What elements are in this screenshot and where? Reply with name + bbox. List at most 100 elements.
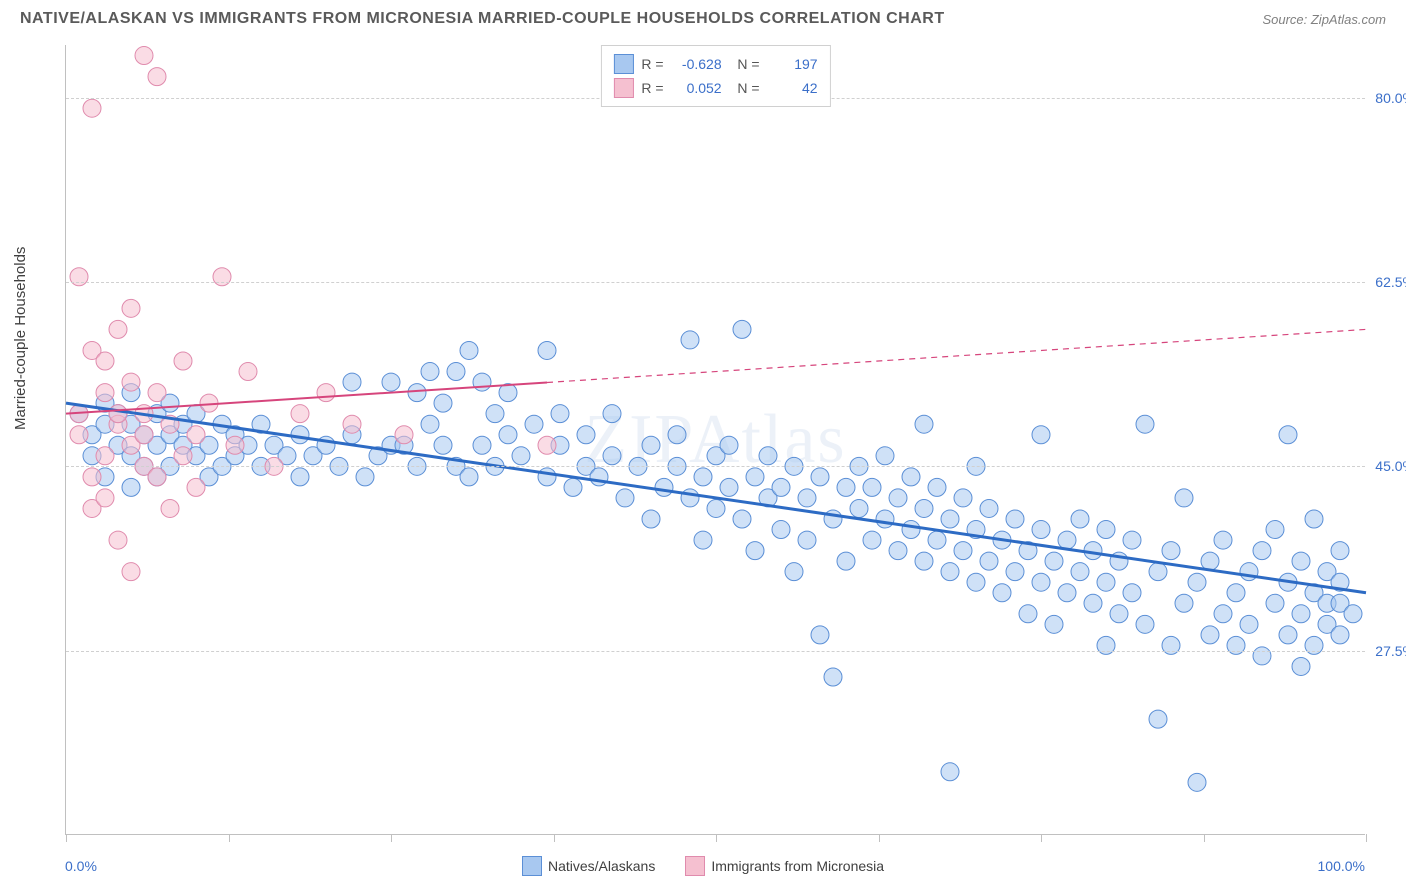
data-point: [460, 468, 478, 486]
grid-line: [66, 282, 1365, 283]
data-point: [70, 268, 88, 286]
data-point: [772, 478, 790, 496]
data-point: [473, 373, 491, 391]
y-tick-label: 80.0%: [1375, 90, 1406, 106]
data-point: [395, 426, 413, 444]
data-point: [1266, 521, 1284, 539]
scatter-svg: [66, 45, 1365, 834]
data-point: [668, 426, 686, 444]
data-point: [1214, 605, 1232, 623]
n-value-series2: 42: [768, 80, 818, 96]
data-point: [876, 447, 894, 465]
x-tick: [66, 834, 67, 842]
x-tick: [716, 834, 717, 842]
data-point: [1331, 542, 1349, 560]
data-point: [915, 499, 933, 517]
legend-row-series1: R = -0.628 N = 197: [613, 52, 817, 76]
data-point: [421, 415, 439, 433]
data-point: [122, 373, 140, 391]
data-point: [317, 384, 335, 402]
data-point: [733, 510, 751, 528]
data-point: [1279, 626, 1297, 644]
x-tick: [1041, 834, 1042, 842]
data-point: [421, 363, 439, 381]
data-point: [239, 363, 257, 381]
data-point: [1279, 426, 1297, 444]
data-point: [798, 531, 816, 549]
data-point: [577, 426, 595, 444]
data-point: [148, 384, 166, 402]
data-point: [538, 341, 556, 359]
data-point: [1097, 636, 1115, 654]
data-point: [109, 405, 127, 423]
data-point: [642, 510, 660, 528]
data-point: [1162, 636, 1180, 654]
legend-row-series2: R = 0.052 N = 42: [613, 76, 817, 100]
data-point: [1188, 773, 1206, 791]
data-point: [1201, 552, 1219, 570]
data-point: [564, 478, 582, 496]
data-point: [1149, 563, 1167, 581]
correlation-legend: R = -0.628 N = 197 R = 0.052 N = 42: [600, 45, 830, 107]
data-point: [447, 363, 465, 381]
data-point: [434, 436, 452, 454]
source-label: Source: ZipAtlas.com: [1262, 12, 1386, 27]
data-point: [538, 436, 556, 454]
data-point: [96, 384, 114, 402]
data-point: [902, 521, 920, 539]
r-value-series2: 0.052: [672, 80, 722, 96]
data-point: [174, 352, 192, 370]
legend-item-series1: Natives/Alaskans: [522, 856, 655, 876]
data-point: [928, 531, 946, 549]
x-tick: [554, 834, 555, 842]
data-point: [291, 405, 309, 423]
data-point: [1344, 605, 1362, 623]
data-point: [694, 531, 712, 549]
data-point: [759, 447, 777, 465]
data-point: [83, 99, 101, 117]
data-point: [863, 531, 881, 549]
data-point: [1084, 594, 1102, 612]
data-point: [850, 499, 868, 517]
data-point: [1006, 510, 1024, 528]
data-point: [1071, 563, 1089, 581]
x-tick: [879, 834, 880, 842]
data-point: [941, 510, 959, 528]
data-point: [434, 394, 452, 412]
data-point: [707, 499, 725, 517]
data-point: [746, 468, 764, 486]
chart-title: NATIVE/ALASKAN VS IMMIGRANTS FROM MICRON…: [20, 10, 945, 28]
data-point: [1058, 531, 1076, 549]
data-point: [174, 447, 192, 465]
data-point: [694, 468, 712, 486]
data-point: [1253, 647, 1271, 665]
data-point: [993, 584, 1011, 602]
data-point: [655, 478, 673, 496]
data-point: [785, 563, 803, 581]
data-point: [1214, 531, 1232, 549]
data-point: [551, 405, 569, 423]
y-axis-label: Married-couple Households: [12, 247, 29, 430]
data-point: [1240, 615, 1258, 633]
data-point: [135, 426, 153, 444]
data-point: [954, 489, 972, 507]
data-point: [1032, 521, 1050, 539]
data-point: [1305, 510, 1323, 528]
data-point: [772, 521, 790, 539]
data-point: [291, 426, 309, 444]
data-point: [811, 626, 829, 644]
r-value-series1: -0.628: [672, 56, 722, 72]
data-point: [213, 268, 231, 286]
data-point: [1253, 542, 1271, 560]
data-point: [1175, 489, 1193, 507]
data-point: [460, 341, 478, 359]
data-point: [681, 489, 699, 507]
data-point: [915, 552, 933, 570]
data-point: [720, 478, 738, 496]
data-point: [96, 447, 114, 465]
data-point: [1292, 657, 1310, 675]
data-point: [109, 320, 127, 338]
swatch-series1: [613, 54, 633, 74]
data-point: [1136, 615, 1154, 633]
data-point: [1032, 426, 1050, 444]
